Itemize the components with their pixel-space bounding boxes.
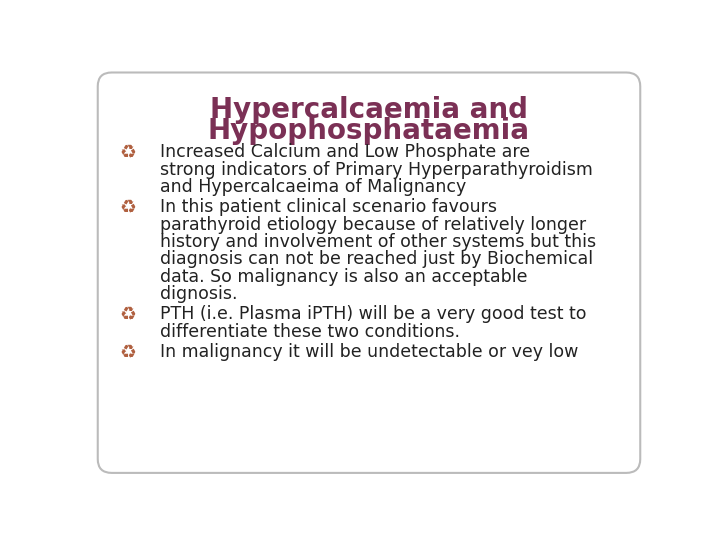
FancyBboxPatch shape: [98, 72, 640, 473]
Text: PTH (i.e. Plasma iPTH) will be a very good test to: PTH (i.e. Plasma iPTH) will be a very go…: [160, 306, 586, 323]
Text: strong indicators of Primary Hyperparathyroidism: strong indicators of Primary Hyperparath…: [160, 161, 593, 179]
Text: and Hypercalcaeima of Malignancy: and Hypercalcaeima of Malignancy: [160, 178, 466, 196]
Text: history and involvement of other systems but this: history and involvement of other systems…: [160, 233, 596, 251]
Text: data. So malignancy is also an acceptable: data. So malignancy is also an acceptabl…: [160, 268, 527, 286]
Text: ♻: ♻: [120, 143, 136, 163]
Text: diagnosis can not be reached just by Biochemical: diagnosis can not be reached just by Bio…: [160, 251, 593, 268]
Text: ♻: ♻: [120, 306, 136, 325]
Text: differentiate these two conditions.: differentiate these two conditions.: [160, 323, 460, 341]
Text: ♻: ♻: [120, 343, 136, 362]
Text: Increased Calcium and Low Phosphate are: Increased Calcium and Low Phosphate are: [160, 143, 530, 161]
Text: In malignancy it will be undetectable or vey low: In malignancy it will be undetectable or…: [160, 343, 578, 361]
Text: parathyroid etiology because of relatively longer: parathyroid etiology because of relative…: [160, 215, 586, 234]
Text: Hypophosphataemia: Hypophosphataemia: [208, 117, 530, 145]
Text: dignosis.: dignosis.: [160, 285, 238, 303]
Text: Hypercalcaemia and: Hypercalcaemia and: [210, 96, 528, 124]
Text: In this patient clinical scenario favours: In this patient clinical scenario favour…: [160, 198, 497, 217]
Text: ♻: ♻: [120, 198, 136, 218]
